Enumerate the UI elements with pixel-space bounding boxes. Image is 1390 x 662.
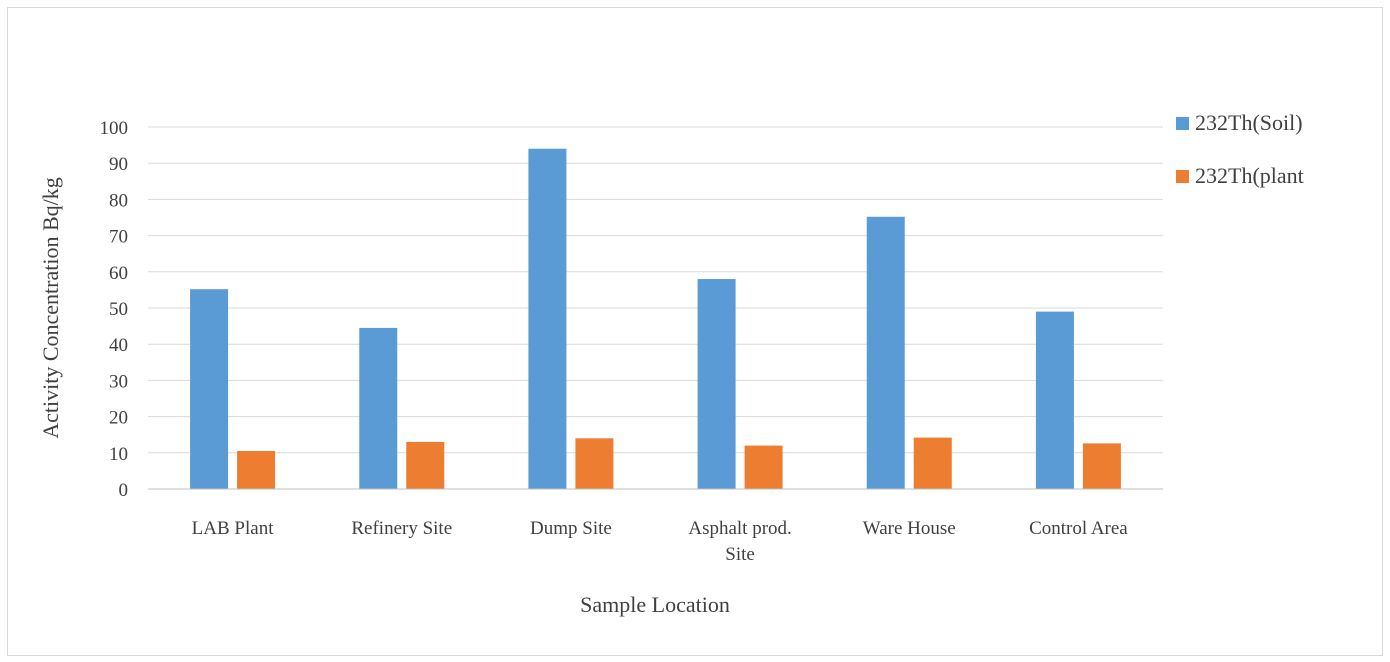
x-category-label: Refinery Site	[351, 518, 452, 539]
bar-plant	[575, 438, 614, 489]
bars	[190, 148, 1121, 489]
bar-plant	[237, 450, 276, 489]
y-tick-label: 0	[119, 480, 129, 501]
bar-plant	[406, 441, 445, 489]
legend-swatch	[1176, 170, 1189, 183]
legend-label: 232Th(Soil)	[1195, 110, 1303, 135]
chart-frame	[7, 7, 1383, 656]
bar-soil	[359, 327, 398, 489]
bar-soil	[1035, 311, 1074, 489]
bar-soil	[528, 148, 567, 489]
bar-soil	[697, 279, 736, 489]
bar-plant	[913, 437, 952, 489]
y-tick-label: 50	[109, 299, 128, 320]
x-axis-title: Sample Location	[580, 592, 730, 617]
y-tick-label: 60	[109, 263, 128, 284]
y-tick-label: 90	[109, 154, 128, 175]
y-axis-title: Activity Concentration Bq/kg	[38, 177, 63, 439]
bar-plant	[744, 445, 783, 489]
bar-soil	[866, 216, 905, 489]
x-category-label: LAB Plant	[192, 518, 275, 539]
bar-soil	[190, 289, 229, 489]
x-category-label: Dump Site	[530, 518, 612, 539]
bar-plant	[1082, 443, 1121, 489]
y-tick-label: 10	[109, 444, 128, 465]
legend-swatch	[1176, 117, 1189, 130]
y-tick-label: 20	[109, 408, 128, 429]
y-tick-label: 100	[100, 118, 129, 139]
y-axis-ticks: 0 10 20 30 40 50 60 70 80 90 100	[100, 118, 129, 501]
legend-label: 232Th(plant	[1195, 163, 1304, 188]
y-tick-label: 40	[109, 335, 128, 356]
x-category-label: Control Area	[1029, 518, 1128, 539]
gridlines	[148, 126, 1163, 454]
x-category-label: Site	[725, 544, 755, 565]
y-tick-label: 70	[109, 227, 128, 248]
x-category-label: Ware House	[863, 518, 956, 539]
y-tick-label: 80	[109, 190, 128, 211]
x-category-label: Asphalt prod.	[688, 518, 791, 539]
y-tick-label: 30	[109, 371, 128, 392]
legend: 232Th(Soil) 232Th(plant	[1176, 110, 1304, 188]
x-axis-labels: LAB Plant Refinery Site Dump Site Asphalt p…	[192, 518, 1129, 565]
